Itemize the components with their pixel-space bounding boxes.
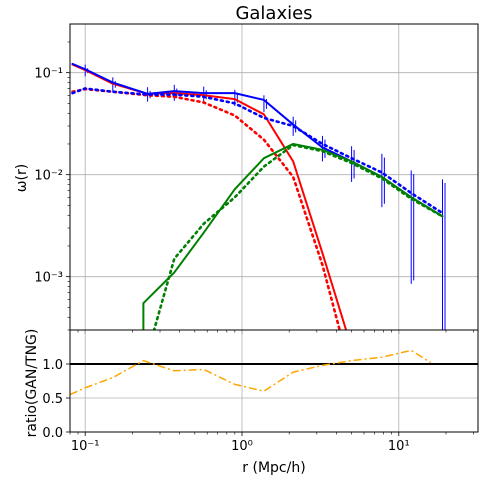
- series-line-3: [71, 62, 444, 218]
- bottom-panel-ratio: 10⁻¹ 10⁰ 10¹ 0.0 0.5 1.0: [42, 329, 479, 454]
- series-line-1: [71, 63, 348, 330]
- series-line-4: [71, 87, 444, 215]
- x-tick-label: 10¹: [388, 439, 410, 454]
- bottom-y-axis-label: ratio(GAN/TNG): [24, 329, 40, 438]
- x-tick-label: 10⁰: [231, 439, 253, 454]
- ratio-series-line-1: [70, 349, 432, 396]
- y-tick-label: 10⁻³: [34, 271, 63, 286]
- bottom-plot-area: [70, 349, 478, 396]
- chart-title: Galaxies: [235, 3, 312, 24]
- top-axes-frame: [69, 23, 479, 331]
- bottom-axes-frame: [69, 329, 479, 433]
- y-tick-label: 10⁻¹: [34, 67, 63, 82]
- y-tick-label: 0.5: [42, 392, 63, 407]
- x-tick-label: 10⁻¹: [71, 439, 100, 454]
- x-axis-label: r (Mpc/h): [242, 460, 305, 476]
- top-y-axis-label: ω(r): [14, 164, 30, 192]
- y-tick-label: 1.0: [42, 358, 63, 373]
- series-line-6: [152, 143, 444, 330]
- top-plot-area: [71, 62, 446, 330]
- top-panel-correlation-function: 10⁻³ 10⁻² 10⁻¹: [34, 23, 479, 334]
- y-tick-label: 10⁻²: [34, 169, 63, 184]
- y-tick-label: 0.0: [42, 426, 63, 441]
